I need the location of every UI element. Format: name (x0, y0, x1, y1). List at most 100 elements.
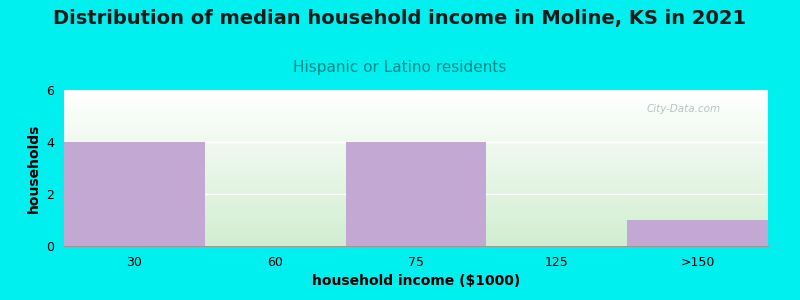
Bar (64, 210, 768, 211)
Bar (64, 143, 768, 144)
Bar (64, 137, 768, 138)
Bar (64, 186, 768, 187)
Bar (64, 124, 768, 125)
Bar (64, 125, 768, 126)
Bar (64, 233, 768, 234)
Bar (64, 207, 768, 208)
Bar (64, 117, 768, 118)
Bar (64, 135, 768, 136)
Bar (64, 107, 768, 108)
Bar (64, 147, 768, 148)
Bar (64, 103, 768, 104)
Bar (64, 158, 768, 159)
Bar (64, 183, 768, 184)
Bar (64, 161, 768, 162)
Bar (64, 193, 768, 194)
Bar (64, 197, 768, 198)
Bar (64, 100, 768, 101)
Bar (64, 173, 768, 174)
Bar (64, 229, 768, 230)
Bar (64, 131, 768, 132)
Bar (64, 164, 768, 165)
Text: Hispanic or Latino residents: Hispanic or Latino residents (294, 60, 506, 75)
Bar (64, 106, 768, 107)
Bar (64, 151, 768, 152)
Bar (64, 181, 768, 182)
Bar (64, 121, 768, 122)
Bar (64, 178, 768, 179)
Bar (64, 219, 768, 220)
Bar (64, 95, 768, 96)
Bar (64, 187, 768, 188)
Bar (64, 174, 768, 175)
Bar (64, 141, 768, 142)
Bar (64, 215, 768, 216)
Bar (346, 142, 486, 246)
Bar (64, 217, 768, 218)
Bar (64, 201, 768, 202)
Bar (64, 145, 768, 146)
Bar (64, 138, 768, 139)
Bar (64, 167, 768, 168)
Bar (64, 211, 768, 212)
Bar (64, 142, 768, 143)
X-axis label: household income ($1000): household income ($1000) (312, 274, 520, 288)
Bar (64, 180, 768, 181)
Bar (64, 212, 768, 213)
Bar (64, 222, 768, 223)
Bar (64, 92, 768, 93)
Bar (64, 139, 768, 140)
Bar (64, 182, 768, 183)
Bar (64, 130, 768, 131)
Bar (64, 237, 768, 238)
Bar (64, 179, 768, 180)
Bar (64, 94, 768, 95)
Bar (64, 242, 768, 243)
Bar (64, 175, 768, 176)
Bar (64, 223, 768, 224)
Bar (64, 149, 768, 150)
Bar (64, 101, 768, 102)
Bar (64, 241, 768, 242)
Bar (64, 140, 768, 141)
Bar (64, 192, 768, 193)
Bar (64, 155, 768, 156)
Bar (64, 220, 768, 221)
Bar (64, 221, 768, 222)
Bar (64, 213, 768, 214)
Bar (64, 189, 768, 190)
Bar (64, 159, 768, 160)
Bar (64, 127, 768, 128)
Bar (64, 238, 768, 239)
Bar (64, 234, 768, 235)
Bar (64, 225, 768, 226)
Bar (64, 176, 768, 177)
Bar (64, 195, 768, 196)
Bar (64, 157, 768, 158)
Bar (64, 218, 768, 219)
Bar (64, 245, 768, 246)
Bar (64, 133, 768, 134)
Bar (64, 160, 768, 161)
Bar (64, 102, 768, 103)
Bar (64, 93, 768, 94)
Bar (64, 120, 768, 121)
Bar (64, 236, 768, 237)
Bar (64, 122, 768, 123)
Bar (64, 156, 768, 157)
Bar (64, 171, 768, 172)
Bar (64, 118, 768, 119)
Bar (64, 134, 768, 135)
Bar (64, 240, 768, 241)
Bar (64, 163, 768, 164)
Bar (64, 166, 768, 167)
Text: City-Data.com: City-Data.com (646, 104, 721, 114)
Bar (64, 132, 768, 133)
Bar (64, 232, 768, 233)
Bar (64, 128, 768, 129)
Bar (64, 188, 768, 189)
Bar (64, 150, 768, 151)
Bar (64, 154, 768, 155)
Bar (64, 98, 768, 99)
Bar (64, 110, 768, 111)
